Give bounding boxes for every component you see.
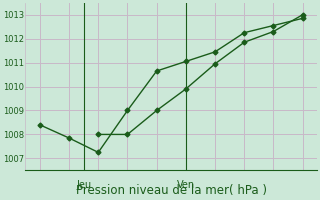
Text: Jeu: Jeu (76, 180, 91, 190)
X-axis label: Pression niveau de la mer( hPa ): Pression niveau de la mer( hPa ) (76, 184, 267, 197)
Text: Ven: Ven (177, 180, 195, 190)
